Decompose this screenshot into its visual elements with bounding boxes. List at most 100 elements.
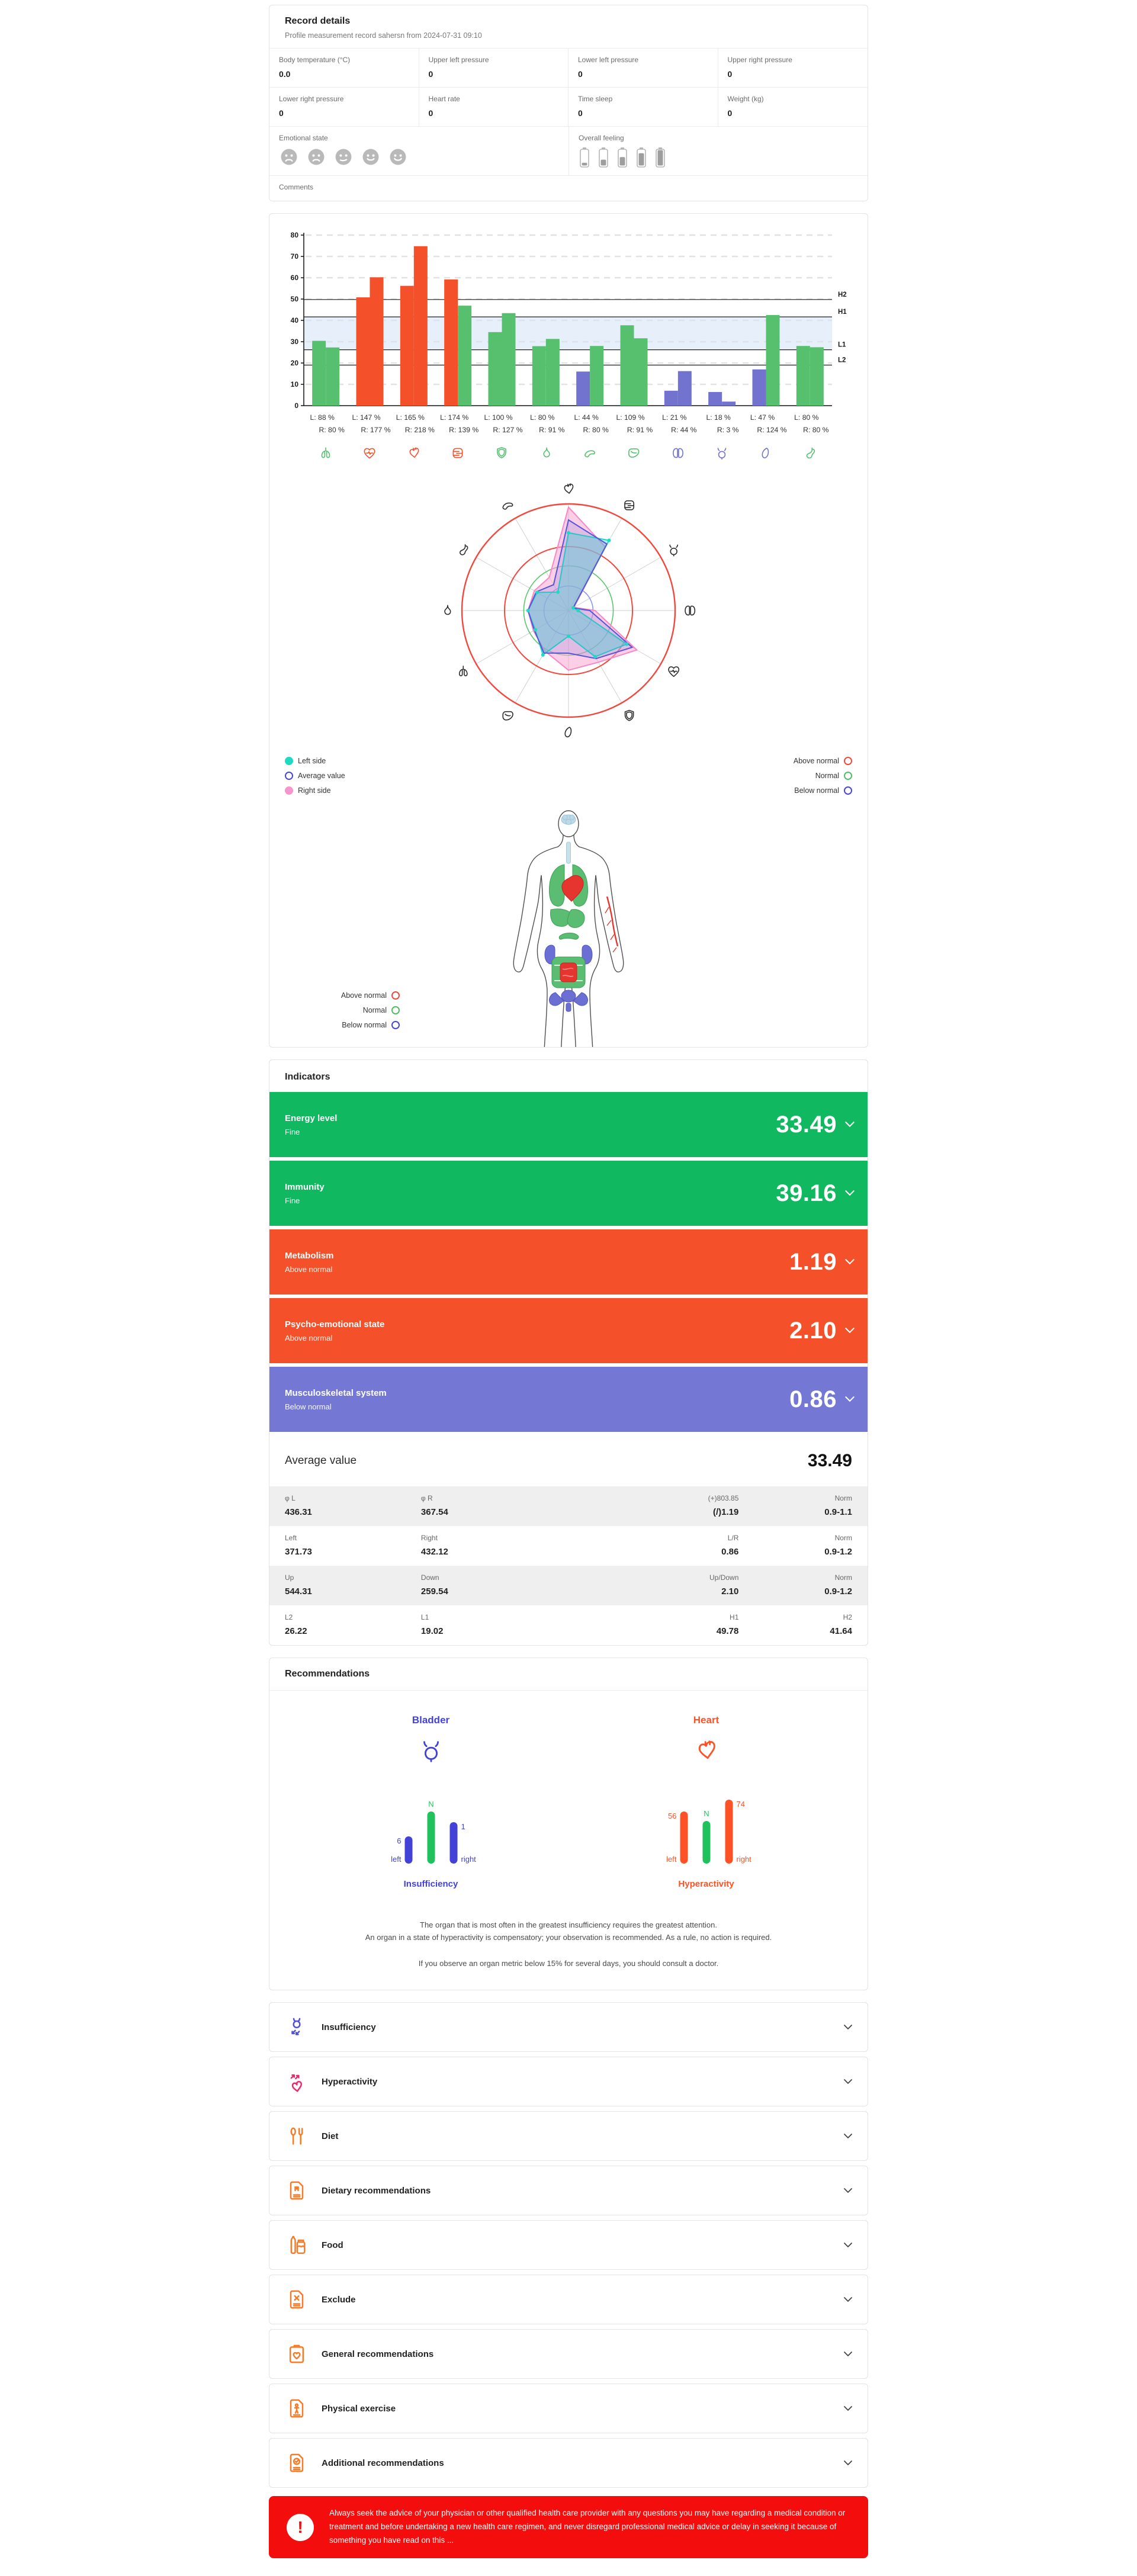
face-neutral-icon[interactable] [333,147,354,167]
svg-text:30: 30 [291,338,299,346]
chevron-down-icon[interactable] [845,1259,855,1265]
indicator-immunity[interactable]: Immunity Fine 39.16 [269,1161,868,1226]
record-field-5: Heart rate 0 [419,88,568,127]
face-sad-icon[interactable] [306,147,326,167]
chevron-down-icon[interactable] [845,1122,855,1128]
chevron-down-icon[interactable] [844,2351,852,2357]
bar-right-intestine [458,306,472,406]
record-field-4: Lower right pressure 0 [269,88,419,127]
emotional-state-faces [279,147,559,167]
chevron-down-icon[interactable] [844,2188,852,2193]
battery-icon-4[interactable] [635,147,647,168]
metrics-table: φ L 436.31 φ R 367.54 (+)803.85 (/)1.19 Norm 0.… [269,1486,868,1645]
brain-organ [561,814,576,825]
chevron-down-icon[interactable] [844,2024,852,2030]
bar-right-lungs [326,347,340,406]
small-intestine-organ [560,962,577,982]
chevron-down-icon[interactable] [844,2405,852,2411]
svg-text:R: 3 %: R: 3 % [717,426,739,434]
section-diet[interactable]: Diet [269,2111,868,2161]
liver-icon [626,445,641,461]
battery-icon-1[interactable] [579,147,590,168]
section-food[interactable]: Food [269,2220,868,2270]
section-exclude[interactable]: Exclude [269,2275,868,2325]
svg-text:R: 80 %: R: 80 % [583,426,609,434]
record-field-6: Time sleep 0 [568,88,718,127]
cell-value: 0.86 [721,1547,739,1557]
indicator-status: Fine [285,1127,300,1136]
arm-vessels [605,896,619,953]
chevron-down-icon[interactable] [844,2460,852,2466]
chevron-down-icon[interactable] [845,1190,855,1196]
cell-value: 544.31 [285,1586,312,1597]
chevron-down-icon[interactable] [844,2242,852,2248]
bar-right-cardio [370,277,384,406]
heart-icon [693,1737,720,1764]
bar-right-spleen [766,315,780,406]
svg-text:0: 0 [294,402,298,410]
overall-feeling-cell: Overall feeling [568,127,868,175]
bar-right-bladder [722,402,736,406]
cell-label: L/R [727,1534,739,1542]
battery-icon-5[interactable] [654,147,666,168]
face-smile-icon[interactable] [361,147,381,167]
cell-label: Right [420,1534,438,1542]
indicator-metabolism[interactable]: Metabolism Above normal 1.19 [269,1229,868,1295]
svg-text:R: 44 %: R: 44 % [671,426,697,434]
face-happy-icon[interactable] [388,147,408,167]
recommendations-title: Recommendations [269,1658,868,1691]
field-value: 0 [428,108,433,118]
bar-left-pancreas [576,371,590,406]
chevron-down-icon[interactable] [845,1396,855,1402]
bar-left-shield [488,332,502,406]
table-cell: Norm 0.9-1.2 [738,1534,852,1557]
legend-swatch [844,786,852,795]
legend-swatch [285,786,293,795]
liver-axis-icon [503,712,513,720]
state-legend-item: Below normal [794,786,852,795]
organ-icon-cell [480,445,523,461]
indicator-text: Psycho-emotional state Above normal [285,1319,384,1342]
chevron-down-icon[interactable] [844,2133,852,2139]
body-legend-item: Below normal [285,1021,400,1029]
cell-value: 0.9-1.1 [824,1507,852,1517]
section-general-recommendations[interactable]: General recommendations [269,2329,868,2379]
indicator-right: 2.10 [789,1318,855,1344]
comments-field[interactable]: Comments [269,176,868,201]
pelvic-organs [549,990,588,1012]
legend-swatch [844,757,852,765]
indicator-title: Immunity [285,1181,325,1192]
battery-icon-3[interactable] [616,147,628,168]
face-sad-icon[interactable] [279,147,299,167]
record-field-3: Upper right pressure 0 [718,49,868,88]
page: Record details Profile measurement recor… [269,0,868,2576]
svg-text:R: 91 %: R: 91 % [627,426,653,434]
chevron-down-icon[interactable] [845,1328,855,1334]
svg-text:L: 147 %: L: 147 % [352,413,380,422]
indicator-text: Musculoskeletal system Below normal [285,1388,387,1411]
cell-label: H2 [843,1613,852,1621]
table-cell: Left 371.73 [285,1534,421,1557]
chevron-down-icon[interactable] [844,2296,852,2302]
cell-label: Left [285,1534,297,1542]
section-dietary-recommendations[interactable]: Dietary recommendations [269,2166,868,2216]
indicator-psycho-emotional-state[interactable]: Psycho-emotional state Above normal 2.10 [269,1298,868,1363]
indicator-musculoskeletal-system[interactable]: Musculoskeletal system Below normal 0.86 [269,1367,868,1432]
indicators-title: Indicators [285,1072,330,1082]
chevron-down-icon[interactable] [844,2079,852,2084]
section-physical-exercise[interactable]: Physical exercise [269,2384,868,2434]
acc-general-icon [285,2342,309,2366]
section-hyperactivity[interactable]: Hyperactivity [269,2057,868,2107]
indicator-status: Below normal [285,1402,332,1411]
svg-text:left: left [666,1855,677,1864]
lungs-icon [318,445,333,461]
indicator-energy-level[interactable]: Energy level Fine 33.49 [269,1092,868,1157]
body-silhouette [513,834,624,1047]
svg-text:R: 127 %: R: 127 % [493,426,522,434]
section-insufficiency[interactable]: Insufficiency [269,2002,868,2053]
section-additional-recommendations[interactable]: Additional recommendations [269,2438,868,2488]
indicator-value: 1.19 [789,1248,837,1275]
field-value: 0 [279,108,284,118]
battery-icon-2[interactable] [598,147,609,168]
bar-left-liver [620,325,634,406]
